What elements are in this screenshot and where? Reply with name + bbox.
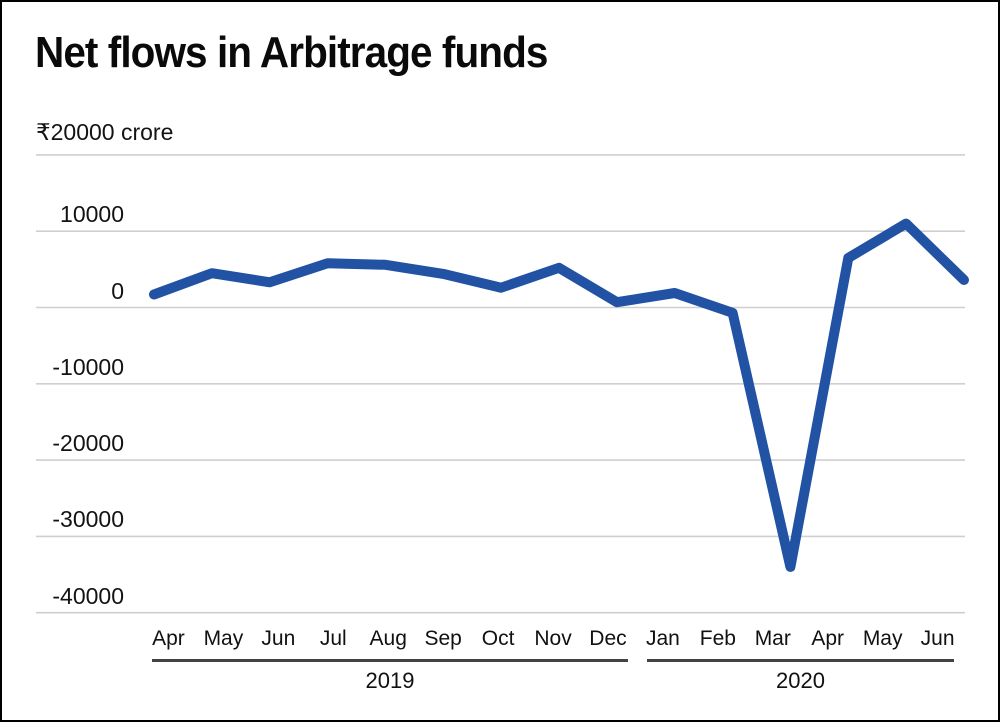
- y-axis-tick-label: -30000: [52, 506, 124, 532]
- year-separator-2020: [647, 659, 954, 662]
- chart-title: Net flows in Arbitrage funds: [35, 28, 548, 77]
- y-axis-tick-label: -10000: [52, 354, 124, 380]
- y-axis-tick-label: 0: [111, 278, 124, 304]
- x-axis-month-labels: Apr May Jun Jul Aug Sep Oct Nov Dec Jan Feb Mar Apr M…: [141, 627, 965, 650]
- year-label-2020: 2020: [776, 668, 825, 693]
- x-axis-month-label: Sep: [424, 627, 462, 650]
- x-axis-month-label: Jul: [319, 627, 347, 650]
- x-axis-month-label: May: [862, 627, 903, 650]
- x-axis-month-label: Jun: [920, 627, 955, 650]
- x-axis-month-label: Aug: [369, 627, 407, 650]
- y-axis-tick-label: -40000: [52, 583, 124, 609]
- y-axis-top-label: ₹20000 crore: [36, 119, 174, 145]
- x-axis-month-label: Dec: [589, 627, 627, 650]
- x-axis-month-label: Apr: [152, 627, 185, 650]
- x-axis-month-label: Apr: [811, 627, 845, 650]
- y-axis-tick-label: 10000: [60, 201, 124, 227]
- y-axis-tick-label: -20000: [52, 430, 124, 456]
- year-separator-2019: [152, 659, 628, 662]
- x-axis-month-label: Mar: [754, 627, 791, 650]
- x-axis-month-label: Oct: [481, 627, 515, 650]
- x-axis-month-label: Nov: [534, 627, 572, 650]
- x-axis-month-label: Jun: [261, 627, 296, 650]
- year-label-2019: 2019: [365, 668, 415, 693]
- net-flows-line: [149, 218, 969, 572]
- x-axis-month-label: Feb: [699, 627, 736, 650]
- x-axis-month-label: Jan: [645, 627, 680, 650]
- x-axis-month-label: May: [203, 627, 244, 650]
